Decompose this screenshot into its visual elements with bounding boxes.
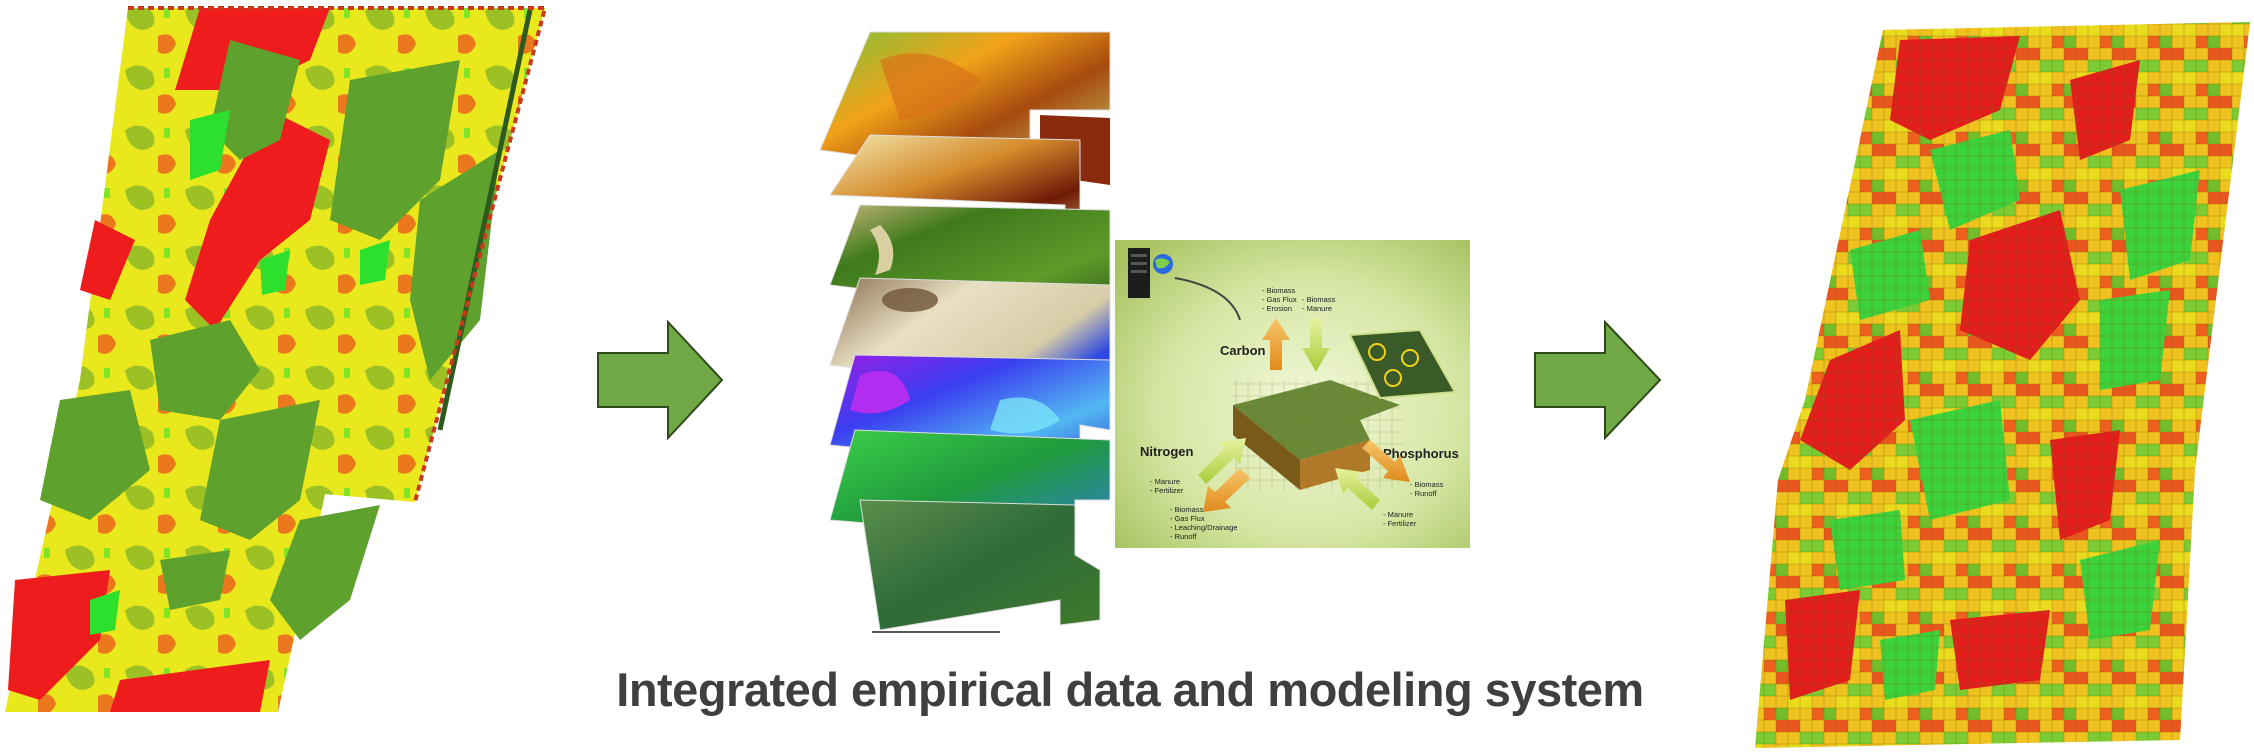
phosphorus-out-2: - Runoff (1410, 489, 1437, 498)
cycle-name-carbon: Carbon (1220, 343, 1266, 358)
layer-imagery (859, 499, 1101, 633)
carbon-in-arrow (1302, 318, 1330, 372)
input-yield-map (5, 6, 548, 712)
nitrogen-out-4: - Runoff (1170, 532, 1197, 541)
diagram-caption: Integrated empirical data and modeling s… (616, 663, 1644, 716)
carbon-out-2: - Gas Flux (1262, 295, 1297, 304)
globe-icon (1153, 254, 1173, 274)
flow-arrow-icon (1534, 319, 1662, 441)
cycle-name-nitrogen: Nitrogen (1140, 444, 1194, 459)
output-prediction-map (1755, 22, 2250, 748)
flow-arrow-icon (597, 319, 724, 441)
carbon-in-1: - Biomass (1302, 295, 1336, 304)
nitrogen-in-1: - Manure (1150, 477, 1180, 486)
inset-field-card (1348, 328, 1457, 400)
data-layer-stack (819, 31, 1111, 633)
carbon-out-3: - Erosion (1262, 304, 1292, 313)
carbon-out-1: - Biomass (1262, 286, 1296, 295)
nitrogen-out-arrow (1203, 468, 1250, 512)
nutrient-cycle-model-panel: Carbon - Biomass - Gas Flux - Erosion - … (1115, 240, 1470, 548)
phosphorus-out-arrow (1362, 440, 1410, 482)
nitrogen-out-2: - Gas Flux (1170, 514, 1205, 523)
nitrogen-in-2: - Fertilizer (1150, 486, 1184, 495)
phosphorus-in-arrow (1335, 468, 1380, 510)
cycle-name-phosphorus: Phosphorus (1383, 446, 1459, 461)
nitrogen-in-arrow (1198, 438, 1246, 484)
carbon-in-2: - Manure (1302, 304, 1332, 313)
phosphorus-in-1: - Manure (1383, 510, 1413, 519)
carbon-out-arrow (1262, 318, 1290, 370)
field-block (1233, 380, 1403, 490)
phosphorus-out-1: - Biomass (1410, 480, 1444, 489)
server-icon (1128, 248, 1150, 298)
phosphorus-in-2: - Fertilizer (1383, 519, 1417, 528)
nitrogen-out-1: - Biomass (1170, 505, 1204, 514)
nitrogen-out-3: - Leaching/Drainage (1170, 523, 1238, 532)
